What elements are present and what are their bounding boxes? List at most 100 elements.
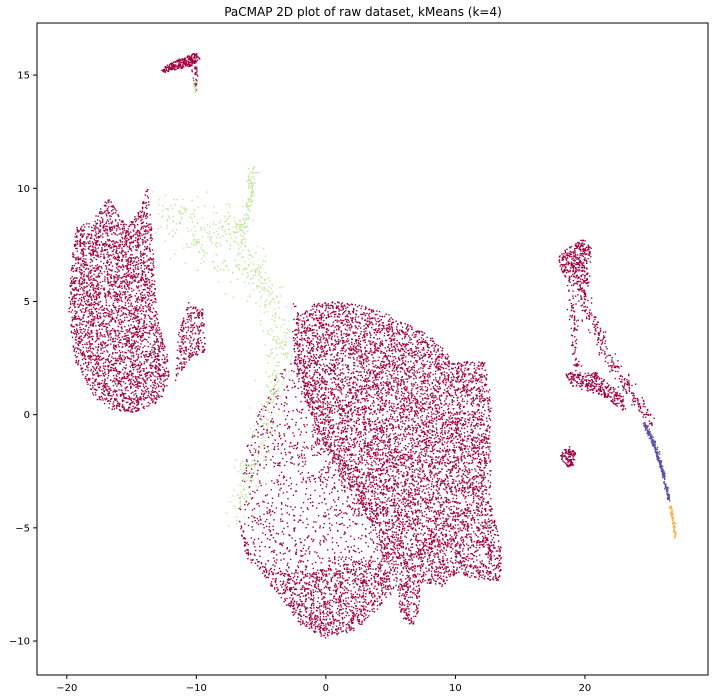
data-point <box>97 294 99 296</box>
data-point <box>458 562 460 565</box>
data-point <box>441 430 443 432</box>
data-point <box>137 274 139 276</box>
data-point <box>369 331 371 333</box>
data-point <box>113 344 115 346</box>
data-point <box>74 243 77 245</box>
data-point <box>403 561 405 564</box>
data-point <box>186 337 188 339</box>
data-point <box>124 296 127 298</box>
data-point <box>137 276 139 278</box>
data-point <box>483 403 485 406</box>
data-point <box>70 302 72 305</box>
data-point <box>93 348 95 350</box>
data-point <box>103 393 105 395</box>
data-point <box>421 547 423 550</box>
data-point <box>170 64 172 66</box>
data-point <box>155 331 157 334</box>
data-point <box>441 355 443 357</box>
data-point <box>103 229 105 232</box>
data-point <box>478 368 480 370</box>
data-point <box>96 338 99 340</box>
data-point <box>90 388 93 390</box>
data-point <box>95 241 98 243</box>
data-point <box>194 73 197 76</box>
data-point <box>74 294 76 296</box>
data-point <box>120 342 122 344</box>
data-point <box>144 392 146 394</box>
data-point <box>76 356 78 358</box>
data-point <box>176 349 179 351</box>
data-point <box>114 381 116 383</box>
data-point <box>135 232 137 234</box>
data-point <box>128 340 130 343</box>
data-point <box>163 68 165 71</box>
data-point <box>466 517 469 519</box>
data-point <box>147 390 150 393</box>
data-point <box>76 267 79 269</box>
data-point <box>146 230 148 232</box>
data-point <box>415 537 417 540</box>
data-point <box>141 299 143 302</box>
data-point <box>318 406 321 408</box>
data-point <box>127 302 130 304</box>
data-point <box>407 349 409 352</box>
data-point <box>132 308 135 310</box>
data-point <box>172 61 175 63</box>
data-point <box>461 440 464 442</box>
data-point <box>89 348 92 350</box>
data-point <box>87 247 89 250</box>
data-point <box>349 384 351 387</box>
data-point <box>135 377 137 380</box>
data-point <box>92 384 94 387</box>
data-point <box>142 368 144 370</box>
data-point <box>85 267 88 269</box>
data-point <box>130 303 132 305</box>
data-point <box>179 362 182 364</box>
data-point <box>143 345 146 347</box>
data-point <box>137 229 139 232</box>
data-point <box>339 624 341 626</box>
data-point <box>98 356 101 359</box>
data-point <box>87 364 90 366</box>
data-point <box>127 374 130 377</box>
data-point <box>186 56 188 59</box>
data-point <box>183 58 185 60</box>
data-point <box>89 314 91 317</box>
data-point <box>137 215 139 218</box>
data-point <box>154 322 156 324</box>
data-point <box>163 345 165 347</box>
data-point <box>96 335 98 337</box>
data-point <box>401 532 403 535</box>
data-point <box>102 225 105 227</box>
data-point <box>194 54 196 56</box>
data-point <box>149 248 151 251</box>
data-point <box>326 381 328 383</box>
data-point <box>118 227 120 229</box>
data-point <box>158 367 160 370</box>
data-point <box>420 448 422 450</box>
data-point <box>240 525 242 527</box>
data-point <box>353 566 355 568</box>
data-point <box>92 386 94 389</box>
data-point <box>143 407 145 410</box>
data-point <box>467 410 469 413</box>
data-point <box>127 250 129 253</box>
data-point <box>124 291 127 293</box>
data-point <box>72 302 74 305</box>
data-point <box>73 303 76 305</box>
data-point <box>87 369 89 371</box>
data-point <box>147 345 149 348</box>
data-point <box>196 53 198 55</box>
data-point <box>150 318 152 320</box>
data-point <box>114 397 116 400</box>
data-point <box>319 383 322 386</box>
data-point <box>152 351 154 353</box>
data-point <box>484 527 486 529</box>
data-point <box>98 346 100 348</box>
data-point <box>106 259 109 262</box>
data-point <box>74 312 77 315</box>
data-point <box>109 379 112 381</box>
data-point <box>349 357 351 359</box>
data-point <box>92 230 94 232</box>
data-point <box>143 324 145 326</box>
